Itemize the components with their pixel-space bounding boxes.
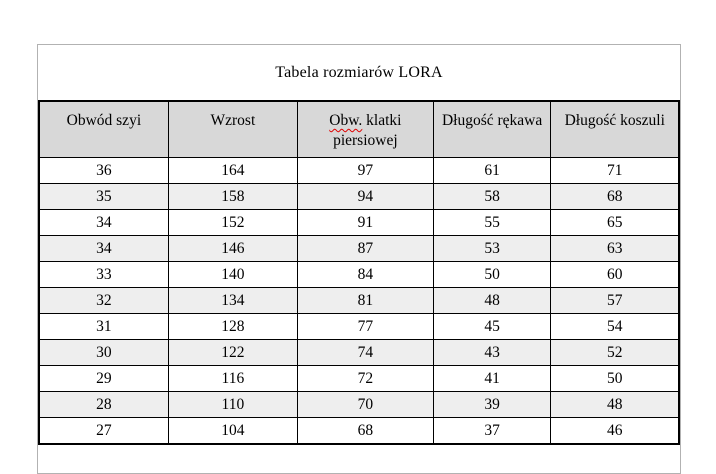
table-cell: 122: [167, 339, 299, 367]
table-row: 32 134 81 48 57: [38, 287, 680, 315]
table-cell: 54: [550, 313, 680, 341]
table-row: 29 116 72 41 50: [38, 365, 680, 393]
table-cell: 77: [297, 313, 434, 341]
table-row: 34 146 87 53 63: [38, 235, 680, 263]
table-cell: 27: [38, 417, 169, 445]
table-cell: 58: [432, 183, 552, 211]
table-cell: 152: [167, 209, 299, 237]
table-row: 31 128 77 45 54: [38, 313, 680, 341]
size-table: Obwód szyi Wzrost Obw. klatki piersiowej Dł…: [38, 100, 680, 446]
table-cell: 46: [550, 417, 680, 445]
column-header: Wzrost: [167, 100, 299, 159]
table-cell: 60: [550, 261, 680, 289]
table-cell: 55: [432, 209, 552, 237]
table-cell: 68: [297, 417, 434, 445]
table-cell: 31: [38, 313, 169, 341]
table-title: Tabela rozmiarów LORA: [275, 63, 443, 81]
document-frame: Tabela rozmiarów LORA Obwód szyi Wzrost Ob…: [37, 44, 681, 474]
table-cell: 50: [550, 365, 680, 393]
table-row: 33 140 84 50 60: [38, 261, 680, 289]
table-cell: 116: [167, 365, 299, 393]
table-cell: 39: [432, 391, 552, 419]
table-cell: 30: [38, 339, 169, 367]
table-cell: 68: [550, 183, 680, 211]
table-cell: 158: [167, 183, 299, 211]
table-cell: 71: [550, 157, 680, 185]
table-cell: 28: [38, 391, 169, 419]
table-cell: 45: [432, 313, 552, 341]
table-row: 35 158 94 58 68: [38, 183, 680, 211]
table-row: 34 152 91 55 65: [38, 209, 680, 237]
table-cell: 81: [297, 287, 434, 315]
table-cell: 61: [432, 157, 552, 185]
column-header: Długość koszuli: [550, 100, 680, 159]
table-cell: 34: [38, 209, 169, 237]
table-cell: 52: [550, 339, 680, 367]
table-cell: 164: [167, 157, 299, 185]
table-cell: 91: [297, 209, 434, 237]
table-cell: 72: [297, 365, 434, 393]
table-cell: 110: [167, 391, 299, 419]
table-cell: 36: [38, 157, 169, 185]
table-cell: 53: [432, 235, 552, 263]
spellcheck-underlined-word: Obw.: [329, 112, 363, 129]
table-cell: 84: [297, 261, 434, 289]
table-cell: 50: [432, 261, 552, 289]
table-cell: 35: [38, 183, 169, 211]
table-cell: 57: [550, 287, 680, 315]
table-row: 27 104 68 37 46: [38, 417, 680, 445]
table-cell: 140: [167, 261, 299, 289]
table-cell: 70: [297, 391, 434, 419]
table-cell: 134: [167, 287, 299, 315]
table-row: 36 164 97 61 71: [38, 157, 680, 185]
table-row: 30 122 74 43 52: [38, 339, 680, 367]
table-cell: 104: [167, 417, 299, 445]
column-header: Obwód szyi: [38, 100, 169, 159]
column-header: Obw. klatki piersiowej: [297, 100, 434, 159]
table-cell: 74: [297, 339, 434, 367]
table-cell: 146: [167, 235, 299, 263]
table-cell: 128: [167, 313, 299, 341]
table-cell: 32: [38, 287, 169, 315]
table-cell: 41: [432, 365, 552, 393]
table-cell: 34: [38, 235, 169, 263]
table-cell: 43: [432, 339, 552, 367]
table-cell: 97: [297, 157, 434, 185]
table-cell: 48: [432, 287, 552, 315]
table-cell: 48: [550, 391, 680, 419]
table-cell: 87: [297, 235, 434, 263]
table-cell: 29: [38, 365, 169, 393]
table-cell: 33: [38, 261, 169, 289]
table-row: 28 110 70 39 48: [38, 391, 680, 419]
table-cell: 37: [432, 417, 552, 445]
table-cell: 94: [297, 183, 434, 211]
column-header: Długość rękawa: [432, 100, 552, 159]
header-row: Obwód szyi Wzrost Obw. klatki piersiowej Dł…: [38, 100, 680, 159]
table-cell: 63: [550, 235, 680, 263]
table-cell: 65: [550, 209, 680, 237]
